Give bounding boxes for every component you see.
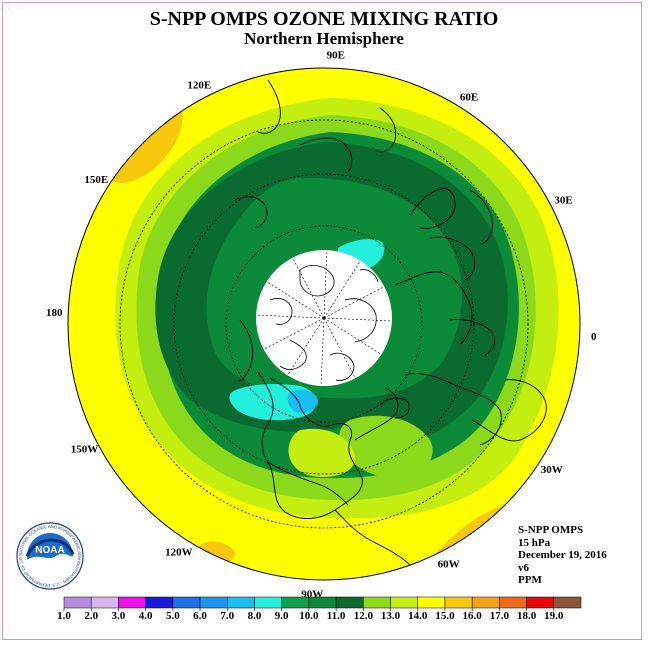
map-title: S-NPP OMPS OZONE MIXING RATIO	[149, 8, 499, 30]
longitude-label: 60W	[438, 558, 460, 570]
ozone-field	[68, 68, 580, 580]
longitude-label: 180	[46, 307, 63, 319]
inner-meridian-line	[323, 260, 361, 319]
info-version: v6	[518, 561, 529, 574]
info-block: S-NPP OMPS 15 hPa December 19, 2016 v6 P…	[518, 524, 607, 587]
info-level: 15 hPa	[518, 536, 551, 549]
ozone-band-yellow-green-us	[288, 428, 356, 478]
longitude-label: 30E	[554, 194, 572, 206]
info-date: December 19, 2016	[518, 549, 607, 561]
ozone-band-light-green-atlantic	[339, 415, 433, 478]
info-instrument: S-NPP OMPS	[518, 524, 584, 536]
inner-meridian-line	[263, 317, 325, 350]
figure-frame	[2, 2, 642, 640]
inner-meridian-line	[266, 281, 325, 319]
info-units: PPM	[518, 574, 542, 586]
map-outline	[67, 67, 581, 581]
longitude-label: 150E	[84, 174, 108, 186]
inner-meridian-lines	[256, 250, 392, 386]
inner-meridian-line	[287, 317, 325, 376]
noaa-logo: NOAA NATIONAL OCEANIC AND ATMOSPHERIC AD…	[16, 522, 84, 590]
longitude-labels: 90E 60E 30E 0 30W 60W 90W 120W 150W 180 150E 120E	[46, 49, 597, 600]
ozone-patch-sky-canada	[287, 389, 318, 414]
ozone-patch-orange-150e	[112, 112, 183, 183]
longitude-label: 120E	[187, 80, 211, 92]
map-subtitle: Northern Hemisphere	[244, 29, 404, 48]
inner-meridian-line	[323, 250, 328, 319]
inner-meridian-line	[323, 317, 356, 379]
longitude-label: 120W	[165, 547, 193, 559]
arctic-coastlines	[269, 265, 379, 381]
longitude-label: 90W	[301, 589, 323, 601]
inner-meridian-line	[323, 317, 382, 355]
graticule	[119, 119, 529, 529]
longitude-label: 0	[591, 331, 597, 343]
inner-meridian-line	[292, 257, 325, 319]
inner-meridian-line	[323, 317, 392, 322]
longitude-label: 90E	[327, 49, 345, 61]
noaa-logo-text: NOAA	[35, 545, 64, 556]
inner-meridian-line	[256, 314, 325, 319]
inner-meridian-line	[323, 286, 385, 319]
longitude-label: 150W	[71, 444, 99, 456]
longitude-label: 30W	[541, 464, 563, 476]
inner-meridian-line	[320, 317, 325, 386]
longitude-label: 60E	[460, 91, 478, 103]
